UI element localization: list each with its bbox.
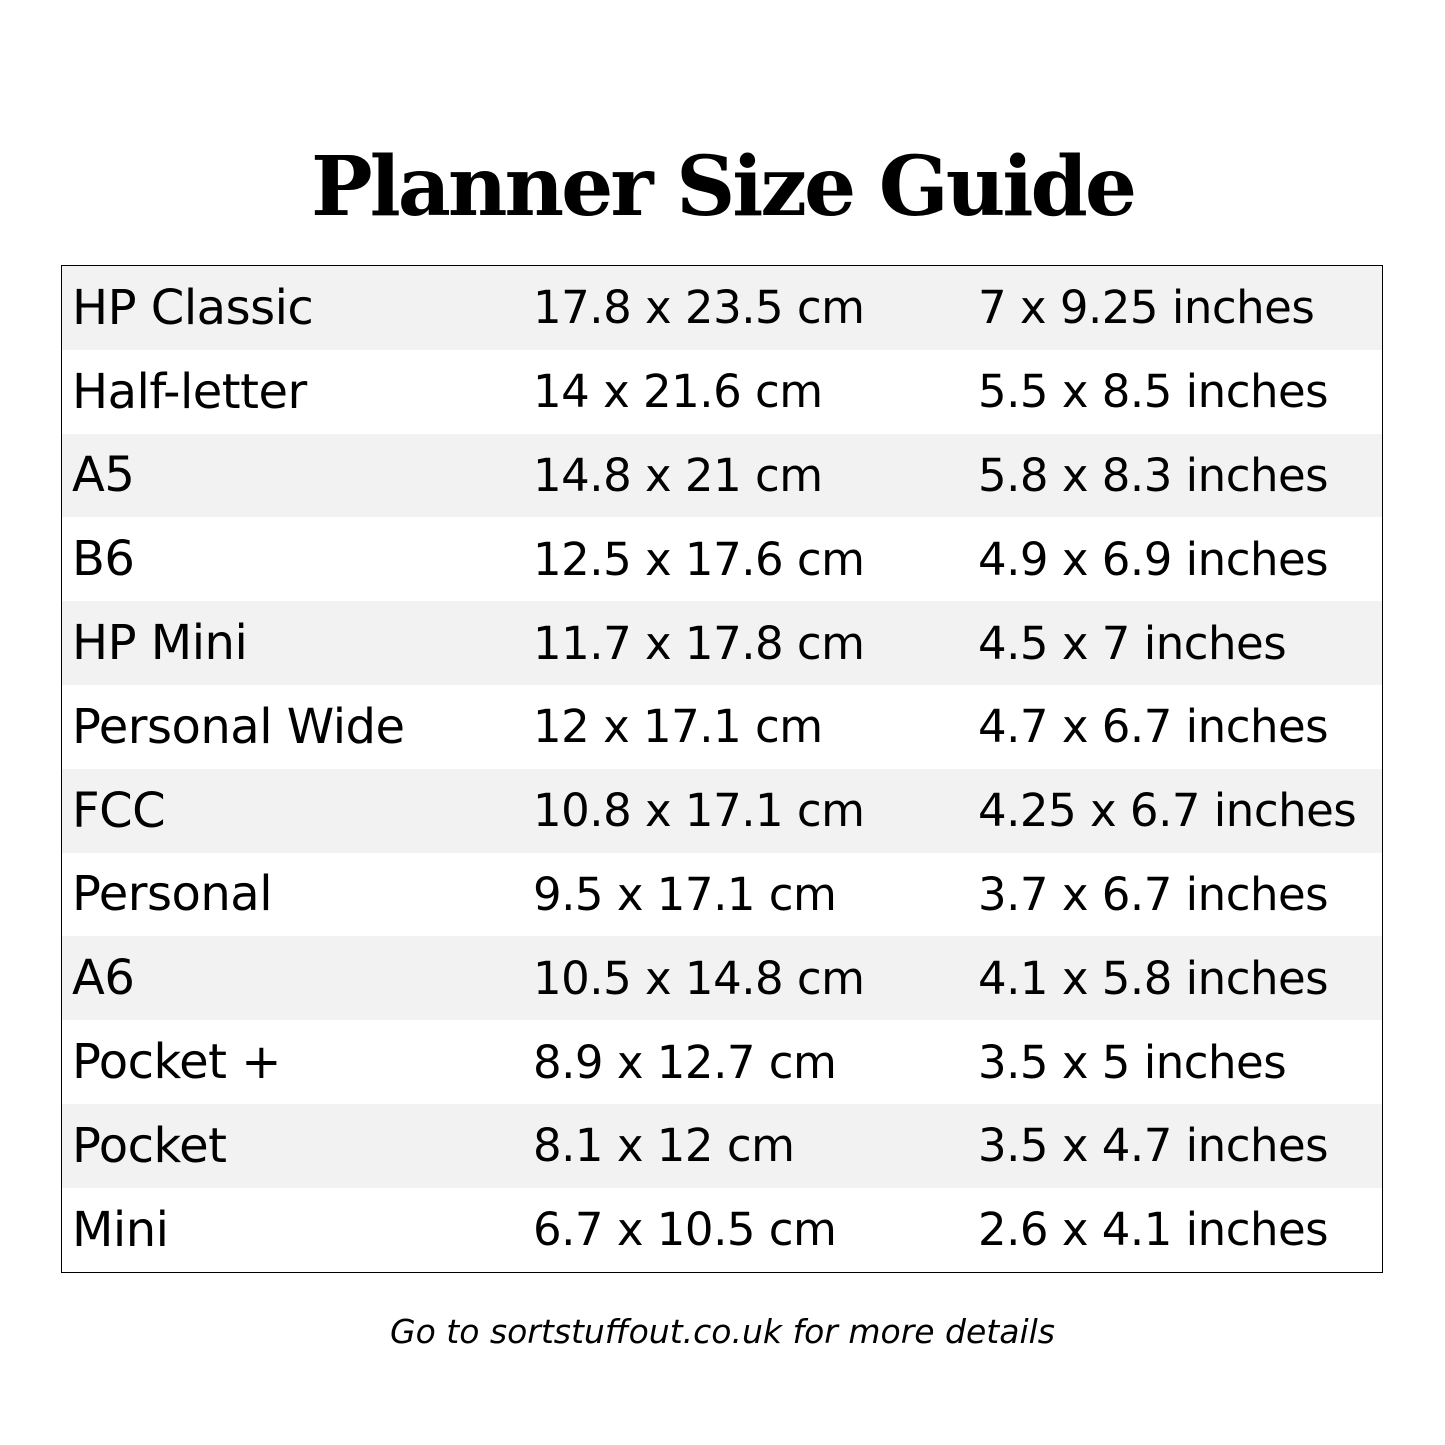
size-cm: 9.5 x 17.1 cm — [533, 867, 837, 921]
size-cm: 11.7 x 17.8 cm — [533, 616, 865, 670]
table-row: Personal Wide 12 x 17.1 cm 4.7 x 6.7 inche… — [62, 685, 1382, 769]
table-row: A6 10.5 x 14.8 cm 4.1 x 5.8 inches — [62, 936, 1382, 1021]
size-name: A5 — [72, 447, 135, 504]
size-name: B6 — [72, 531, 135, 588]
size-name: HP Mini — [72, 615, 248, 672]
size-inches: 5.5 x 8.5 inches — [978, 365, 1329, 419]
size-name: Mini — [72, 1201, 169, 1258]
size-inches: 5.8 x 8.3 inches — [978, 448, 1329, 502]
size-inches: 4.5 x 7 inches — [978, 616, 1287, 670]
size-name: A6 — [72, 950, 135, 1007]
size-inches: 4.7 x 6.7 inches — [978, 700, 1329, 754]
table-row: HP Classic 17.8 x 23.5 cm 7 x 9.25 inches — [62, 266, 1382, 350]
size-cm: 10.8 x 17.1 cm — [533, 784, 865, 838]
table-row: Personal 9.5 x 17.1 cm 3.7 x 6.7 inches — [62, 853, 1382, 937]
size-inches: 3.5 x 4.7 inches — [978, 1119, 1329, 1173]
table-row: Mini 6.7 x 10.5 cm 2.6 x 4.1 inches — [62, 1188, 1382, 1272]
size-cm: 17.8 x 23.5 cm — [533, 281, 865, 335]
size-cm: 6.7 x 10.5 cm — [533, 1203, 837, 1257]
table-row: FCC 10.8 x 17.1 cm 4.25 x 6.7 inches — [62, 768, 1382, 853]
size-inches: 3.7 x 6.7 inches — [978, 867, 1329, 921]
size-name: Half-letter — [72, 363, 307, 420]
size-name: Pocket + — [72, 1034, 281, 1091]
size-cm: 8.1 x 12 cm — [533, 1119, 795, 1173]
table-row: Pocket 8.1 x 12 cm 3.5 x 4.7 inches — [62, 1103, 1382, 1188]
size-cm: 12 x 17.1 cm — [533, 700, 823, 754]
table-row: Pocket + 8.9 x 12.7 cm 3.5 x 5 inches — [62, 1020, 1382, 1104]
table-row: HP Mini 11.7 x 17.8 cm 4.5 x 7 inches — [62, 601, 1382, 685]
size-name: Personal Wide — [72, 698, 405, 755]
size-inches: 4.1 x 5.8 inches — [978, 951, 1329, 1005]
size-cm: 10.5 x 14.8 cm — [533, 951, 865, 1005]
size-cm: 12.5 x 17.6 cm — [533, 532, 865, 586]
size-name: Pocket — [72, 1117, 227, 1174]
size-cm: 14.8 x 21 cm — [533, 448, 823, 502]
size-cm: 8.9 x 12.7 cm — [533, 1035, 837, 1089]
size-name: HP Classic — [72, 279, 314, 336]
size-inches: 2.6 x 4.1 inches — [978, 1203, 1329, 1257]
size-inches: 4.9 x 6.9 inches — [978, 532, 1329, 586]
page-title: Planner Size Guide — [310, 139, 1137, 235]
size-cm: 14 x 21.6 cm — [533, 365, 823, 419]
size-inches: 3.5 x 5 inches — [978, 1035, 1287, 1089]
size-name: Personal — [72, 866, 273, 923]
table-row: B6 12.5 x 17.6 cm 4.9 x 6.9 inches — [62, 517, 1382, 601]
footer-note: Go to sortstuffout.co.uk for more detail… — [390, 1312, 1055, 1351]
size-inches: 4.25 x 6.7 inches — [978, 784, 1357, 838]
size-inches: 7 x 9.25 inches — [978, 281, 1315, 335]
size-table: HP Classic 17.8 x 23.5 cm 7 x 9.25 inches H… — [61, 265, 1383, 1273]
table-row: A5 14.8 x 21 cm 5.8 x 8.3 inches — [62, 433, 1382, 518]
table-row: Half-letter 14 x 21.6 cm 5.5 x 8.5 inches — [62, 350, 1382, 434]
size-name: FCC — [72, 782, 166, 839]
